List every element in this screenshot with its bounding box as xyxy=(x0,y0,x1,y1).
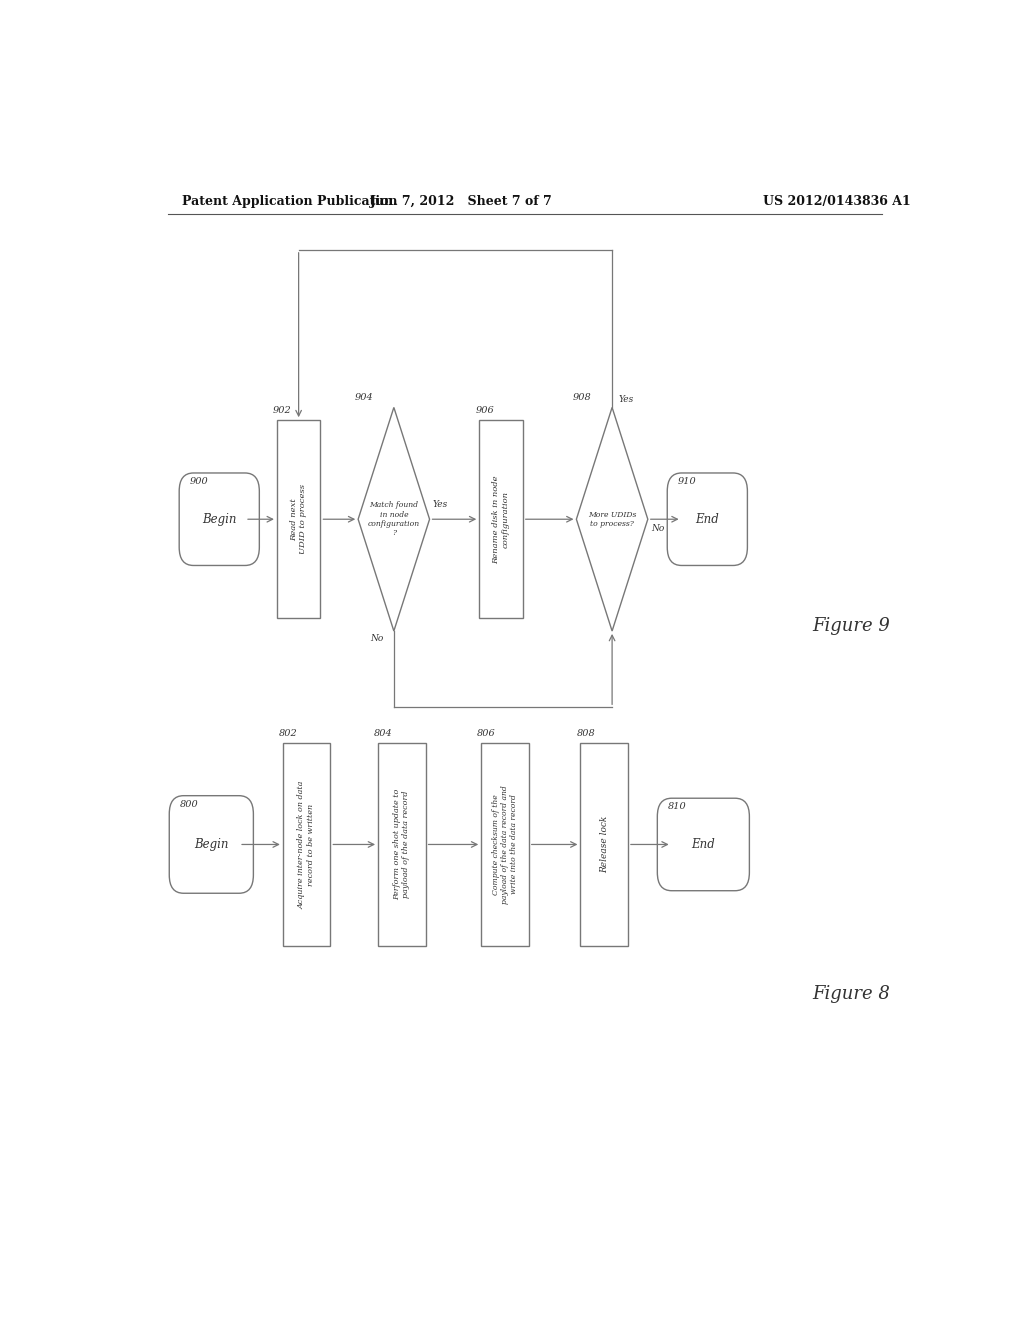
Text: Acquire inter-node lock on data
record to be written: Acquire inter-node lock on data record t… xyxy=(298,780,315,908)
Text: 904: 904 xyxy=(354,393,373,403)
Text: Figure 9: Figure 9 xyxy=(812,616,890,635)
Text: Compute checksum of the
payload of the data record and
write into the data recor: Compute checksum of the payload of the d… xyxy=(492,785,518,904)
Text: 910: 910 xyxy=(678,478,696,486)
Text: Rename disk in node
configuration: Rename disk in node configuration xyxy=(493,475,510,564)
FancyBboxPatch shape xyxy=(657,799,750,891)
Text: 802: 802 xyxy=(279,729,298,738)
Polygon shape xyxy=(577,408,648,631)
Text: 810: 810 xyxy=(668,803,686,812)
Text: 804: 804 xyxy=(374,729,393,738)
Bar xyxy=(481,743,528,946)
Text: Figure 8: Figure 8 xyxy=(812,985,890,1003)
Text: 906: 906 xyxy=(475,407,494,414)
Text: No: No xyxy=(651,524,665,533)
Text: Yes: Yes xyxy=(433,500,447,510)
Text: More UDIDs
to process?: More UDIDs to process? xyxy=(588,511,636,528)
FancyBboxPatch shape xyxy=(668,473,748,565)
Text: Yes: Yes xyxy=(618,395,634,404)
FancyBboxPatch shape xyxy=(169,796,253,894)
Text: Jun. 7, 2012   Sheet 7 of 7: Jun. 7, 2012 Sheet 7 of 7 xyxy=(370,194,553,207)
Text: Read next
UDID to process: Read next UDID to process xyxy=(290,484,307,554)
Text: 806: 806 xyxy=(477,729,496,738)
Text: 902: 902 xyxy=(272,407,292,414)
Text: Release lock: Release lock xyxy=(600,816,608,873)
Text: Patent Application Publication: Patent Application Publication xyxy=(182,194,397,207)
Text: End: End xyxy=(691,838,715,851)
Text: 908: 908 xyxy=(572,393,591,403)
Text: 800: 800 xyxy=(179,800,199,809)
Text: US 2012/0143836 A1: US 2012/0143836 A1 xyxy=(763,194,910,207)
Bar xyxy=(283,743,331,946)
Text: 808: 808 xyxy=(577,729,595,738)
Bar xyxy=(276,420,321,618)
Bar xyxy=(479,420,523,618)
Text: Perform one shot update to
payload of the data record: Perform one shot update to payload of th… xyxy=(393,789,411,900)
Text: Begin: Begin xyxy=(202,512,237,525)
FancyBboxPatch shape xyxy=(179,473,259,565)
Bar xyxy=(378,743,426,946)
Text: No: No xyxy=(370,634,383,643)
Text: End: End xyxy=(695,512,719,525)
Polygon shape xyxy=(358,408,430,631)
Text: Begin: Begin xyxy=(195,838,228,851)
Text: Match found
in node
configuration
?: Match found in node configuration ? xyxy=(368,502,420,537)
Bar xyxy=(581,743,628,946)
Text: 900: 900 xyxy=(189,478,208,486)
